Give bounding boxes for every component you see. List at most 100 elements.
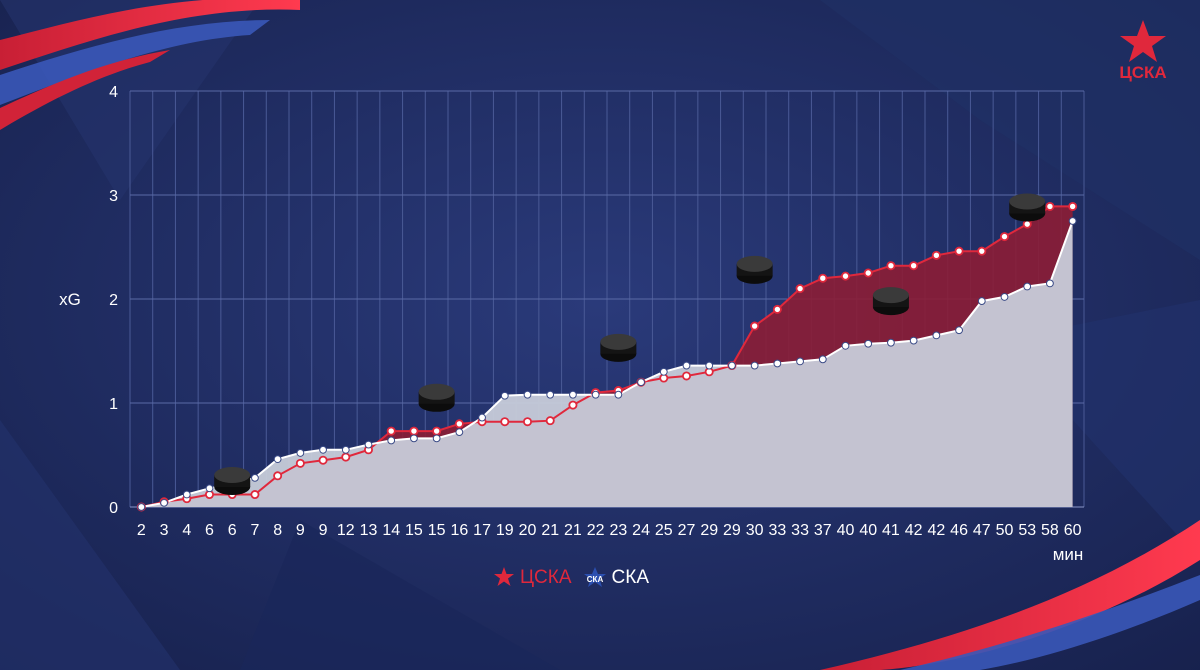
cska-point [386, 426, 396, 436]
x-tick-label: 30 [746, 522, 764, 539]
cska-point [454, 419, 464, 429]
goal-puck-icon [1009, 193, 1046, 222]
ska-point [387, 436, 396, 445]
ska-area [141, 221, 1073, 507]
x-tick-label: 40 [837, 522, 855, 539]
ska-point [591, 390, 600, 399]
x-tick-label: 23 [609, 522, 627, 539]
star-icon [1120, 20, 1166, 62]
x-tick-label: 41 [882, 522, 900, 539]
y-tick-label: 2 [109, 292, 118, 309]
ska-point [432, 434, 441, 443]
ribbon-bottom-right [820, 520, 1200, 670]
x-tick-label: 47 [973, 522, 991, 539]
x-tick-label: 40 [859, 522, 877, 539]
x-tick-label: 12 [337, 522, 355, 539]
cska-point [295, 458, 305, 468]
cska-point [863, 268, 873, 278]
cska-point [341, 452, 351, 462]
ska-point [682, 361, 691, 370]
ska-point [569, 390, 577, 399]
x-tick-label: 53 [1018, 522, 1036, 539]
x-axis-unit: мин [1053, 545, 1084, 564]
x-tick-label: 24 [632, 522, 650, 539]
ska-point [273, 455, 282, 464]
cska-point [682, 371, 692, 381]
goal-puck-icon [872, 287, 909, 316]
x-tick-label: 17 [473, 522, 491, 539]
ska-point [1000, 293, 1009, 301]
cska-point [318, 455, 328, 465]
ska-point [1023, 282, 1032, 291]
puck-top [418, 383, 455, 400]
ska-point [1068, 217, 1077, 225]
ska-point [773, 359, 782, 368]
puck-top [736, 255, 773, 272]
puck-top [872, 287, 909, 304]
x-tick-label: 21 [564, 522, 582, 539]
cska-point [432, 426, 442, 436]
cska-point [750, 321, 760, 331]
x-tick-label: 22 [587, 522, 605, 539]
cska-point [545, 416, 555, 426]
ska-point [319, 445, 327, 454]
cska-point [909, 261, 919, 271]
cska-logo: ЦСКА [1119, 20, 1167, 82]
cska-point [795, 284, 805, 294]
x-tick-label: 16 [450, 522, 468, 539]
cska-point [772, 304, 782, 314]
x-tick-label: 46 [950, 522, 968, 539]
ska-point [523, 390, 532, 399]
cska-point [954, 246, 964, 256]
ska-point [455, 428, 464, 437]
ska-point [546, 390, 555, 399]
ska-point [818, 355, 827, 364]
x-tick-label: 9 [319, 522, 328, 539]
chart-points [136, 201, 1078, 512]
cska-point [886, 261, 896, 271]
cska-point [1068, 201, 1078, 211]
y-axis-label: xG [59, 290, 81, 309]
legend-item-cska: ЦСКА [492, 566, 572, 590]
ska-point [205, 484, 214, 493]
cska-point [500, 417, 510, 427]
cska-point [568, 400, 578, 410]
x-tick-label: 14 [382, 522, 400, 539]
y-tick-label: 1 [109, 396, 118, 413]
goal-puck-icon [736, 255, 773, 284]
x-tick-label: 8 [273, 522, 282, 539]
chart-areas [141, 206, 1073, 507]
cska-point [523, 417, 533, 427]
ska-point [705, 361, 714, 370]
ska-point [251, 473, 259, 482]
x-tick-label: 2 [137, 522, 146, 539]
x-tick-label: 6 [205, 522, 214, 539]
legend-item-ska: СКА СКА [582, 566, 649, 590]
ska-point [410, 434, 418, 443]
ska-point [955, 326, 963, 335]
cska-point [409, 426, 419, 436]
x-tick-label: 6 [228, 522, 237, 539]
x-tick-label: 13 [360, 522, 378, 539]
ska-point [1046, 279, 1054, 288]
ska-point [296, 449, 305, 457]
ska-point [500, 391, 509, 400]
legend-label-cska: ЦСКА [520, 567, 572, 588]
logo-text: ЦСКА [1119, 63, 1166, 82]
ribbon-top-left [0, 0, 300, 70]
x-tick-label: 3 [160, 522, 169, 539]
x-tick-label: 4 [182, 522, 191, 539]
ska-point [478, 413, 486, 422]
x-tick-label: 19 [496, 522, 514, 539]
ska-point [728, 361, 736, 370]
x-tick-label: 29 [700, 522, 718, 539]
cska-star-icon [494, 567, 514, 586]
legend-label-ska: СКА [611, 567, 649, 588]
cska-point [841, 271, 851, 281]
chart-ticks: 2 3 4 6 6 7 8 9 9 12 13 14 15 15 16 17 19 20 21 21 22 23 24 25 2… [109, 84, 1082, 539]
y-tick-label: 3 [109, 188, 118, 205]
x-tick-label: 33 [791, 522, 809, 539]
ska-point [160, 498, 168, 507]
goal-puck-icon [214, 467, 251, 495]
